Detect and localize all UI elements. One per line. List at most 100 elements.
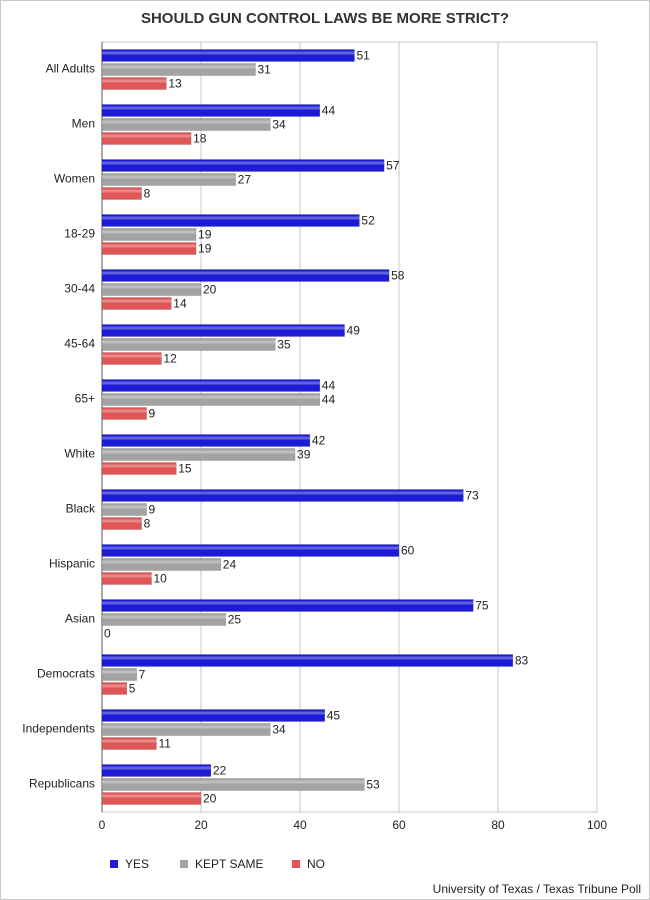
bar (101, 709, 325, 722)
bar-highlight (102, 409, 147, 413)
y-tick-label: Democrats (37, 667, 95, 681)
y-tick-label: 18-29 (64, 227, 95, 241)
value-label: 44 (322, 393, 336, 407)
bar-highlight (102, 79, 167, 83)
bar (101, 654, 514, 667)
value-label: 8 (144, 517, 151, 531)
bar (101, 599, 474, 612)
value-label: 52 (361, 214, 375, 228)
x-tick-label: 0 (99, 818, 106, 832)
bar (101, 132, 192, 145)
bar-highlight (102, 299, 172, 303)
value-label: 18 (193, 132, 207, 146)
value-label: 42 (312, 434, 326, 448)
value-label: 8 (144, 187, 151, 201)
bar (101, 393, 321, 406)
bar-highlight (102, 216, 360, 220)
value-label: 49 (347, 324, 361, 338)
bar (101, 668, 137, 681)
value-label: 15 (178, 462, 192, 476)
value-label: 45 (327, 709, 341, 723)
bar-highlight (102, 780, 365, 784)
value-label: 35 (277, 338, 291, 352)
bar-highlight (102, 381, 320, 385)
value-label: 20 (203, 283, 217, 297)
bar-highlight (102, 464, 177, 468)
y-tick-label: Black (66, 502, 96, 516)
value-label: 58 (391, 269, 405, 283)
bar (101, 462, 177, 475)
bar-highlight (102, 519, 142, 523)
value-label: 60 (401, 544, 415, 558)
bar-highlight (102, 684, 127, 688)
value-label: 25 (228, 613, 242, 627)
bar-highlight (102, 656, 513, 660)
value-label: 13 (168, 77, 182, 91)
bar (101, 338, 276, 351)
bar (101, 118, 271, 131)
y-tick-label: White (64, 447, 95, 461)
bar-highlight (102, 450, 296, 454)
bar (101, 723, 271, 736)
value-label: 19 (198, 242, 212, 256)
bar (101, 324, 345, 337)
bar (101, 77, 167, 90)
bar (101, 517, 142, 530)
bar (101, 214, 360, 227)
bar (101, 242, 197, 255)
bar-highlight (102, 725, 271, 729)
bar-highlight (102, 271, 390, 275)
value-label: 9 (149, 407, 156, 421)
value-label: 34 (272, 118, 286, 132)
value-label: 73 (465, 489, 479, 503)
bar-highlight (102, 120, 271, 124)
bar-highlight (102, 505, 147, 509)
bar (101, 49, 355, 62)
x-tick-label: 100 (587, 818, 607, 832)
legend-label: NO (307, 857, 325, 871)
value-label: 51 (356, 49, 370, 63)
y-tick-label: 30-44 (64, 282, 95, 296)
bar-highlight (102, 670, 137, 674)
value-label: 20 (203, 792, 217, 806)
bar-highlight (102, 601, 474, 605)
bar-highlight (102, 189, 142, 193)
bar-highlight (102, 615, 226, 619)
y-tick-label: Republicans (29, 777, 95, 791)
bar (101, 352, 162, 365)
bar (101, 544, 400, 557)
legend-marker (292, 860, 300, 868)
bar (101, 778, 365, 791)
y-tick-label: 45-64 (64, 337, 95, 351)
legend-label: YES (125, 857, 149, 871)
bar-highlight (102, 395, 320, 399)
bar (101, 283, 202, 296)
value-label: 44 (322, 379, 336, 393)
x-tick-label: 80 (491, 818, 505, 832)
bar (101, 448, 296, 461)
x-tick-label: 20 (194, 818, 208, 832)
value-label: 31 (257, 63, 271, 77)
bar-highlight (102, 65, 256, 69)
bar (101, 572, 152, 585)
bar (101, 173, 236, 186)
y-tick-label: Men (72, 117, 95, 131)
bar (101, 434, 311, 447)
bar-highlight (102, 340, 276, 344)
value-label: 14 (173, 297, 187, 311)
value-label: 44 (322, 104, 336, 118)
bar-highlight (102, 326, 345, 330)
value-label: 57 (386, 159, 400, 173)
value-label: 19 (198, 228, 212, 242)
bar-highlight (102, 711, 325, 715)
value-label: 24 (223, 558, 237, 572)
bar-highlight (102, 546, 399, 550)
bar-highlight (102, 244, 197, 248)
legend-label: KEPT SAME (195, 857, 263, 871)
y-tick-label: 65+ (75, 392, 95, 406)
bar-highlight (102, 134, 192, 138)
bar-highlight (102, 51, 355, 55)
bar-highlight (102, 766, 211, 770)
